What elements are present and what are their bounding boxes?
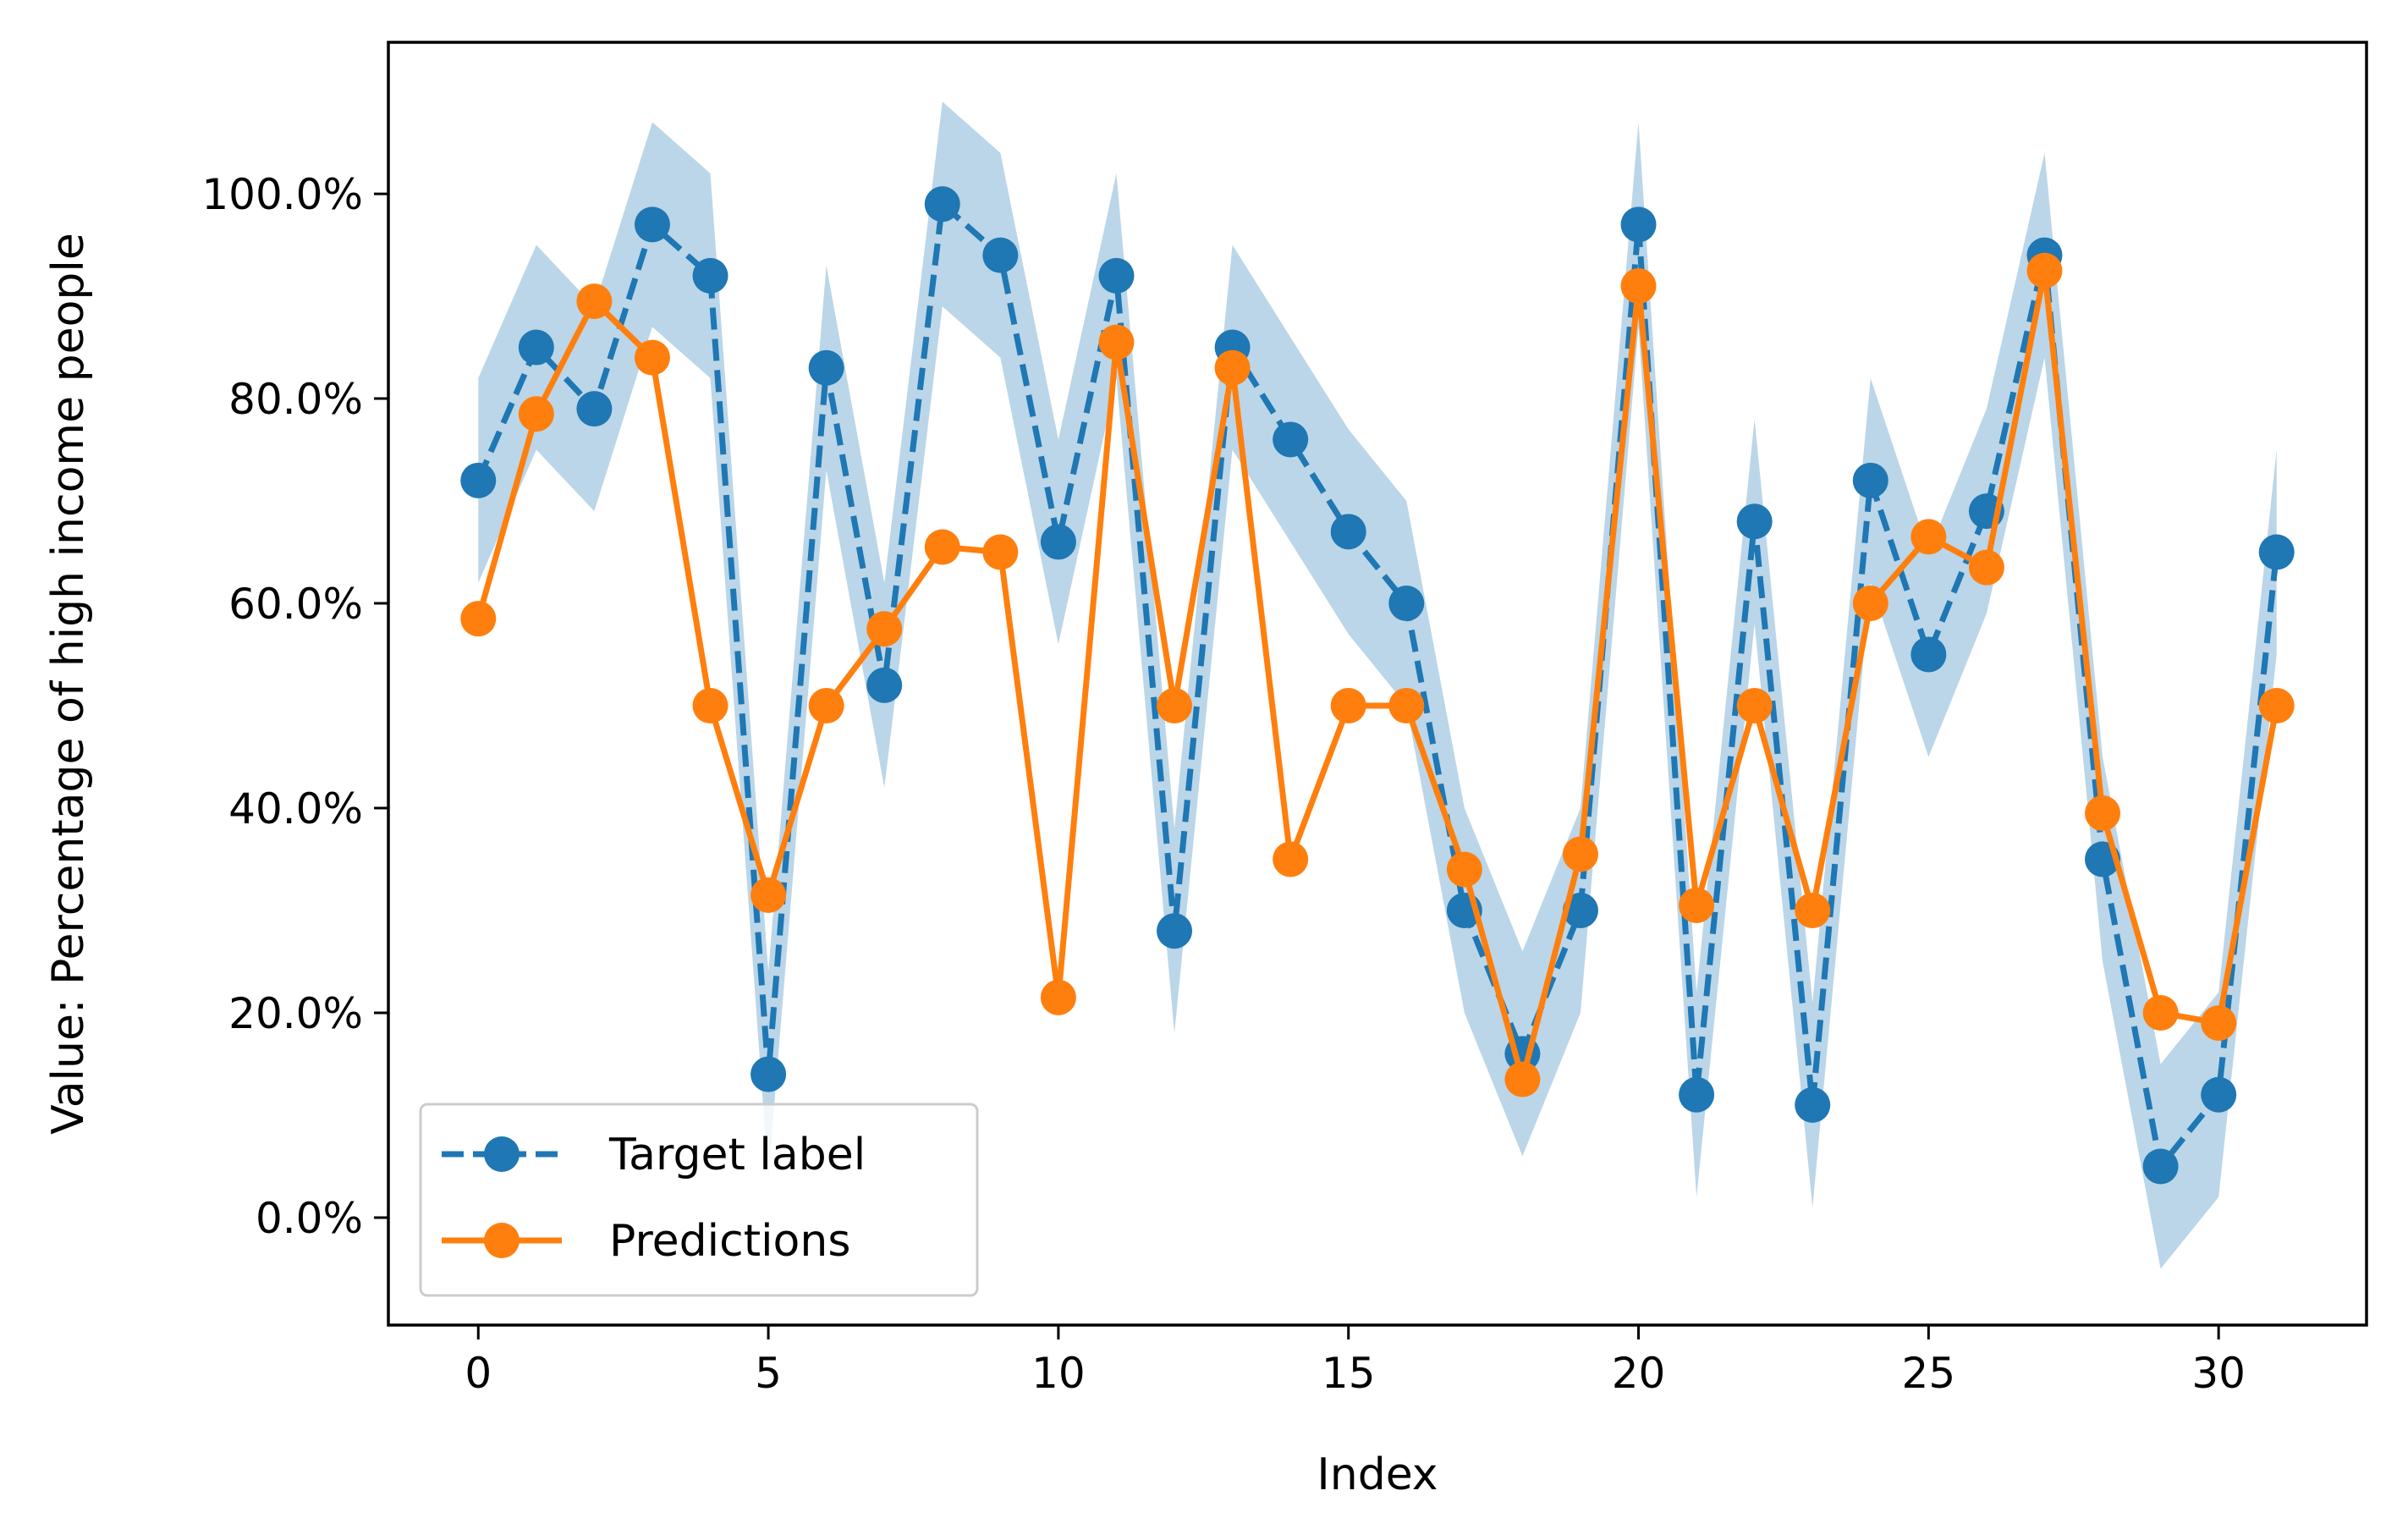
predictions-series-point bbox=[634, 339, 670, 376]
x-tick-label: 10 bbox=[1031, 1349, 1086, 1398]
predictions-series-point bbox=[1620, 267, 1657, 304]
predictions-series-point bbox=[2142, 994, 2179, 1031]
predictions-series-point bbox=[576, 283, 613, 320]
plot-area bbox=[460, 102, 2295, 1269]
target-series-point bbox=[1157, 913, 1193, 949]
target-series-line bbox=[476, 201, 2280, 1169]
predictions-series-point bbox=[2085, 795, 2121, 832]
predictions-series-point bbox=[982, 534, 1019, 570]
target-series-point bbox=[1330, 514, 1366, 550]
y-tick-label: 80.0% bbox=[228, 375, 363, 424]
plot-frame bbox=[387, 41, 2368, 1327]
predictions-series-point bbox=[1504, 1061, 1541, 1097]
target-series-point bbox=[1273, 421, 1309, 458]
predictions-series-point bbox=[460, 601, 497, 637]
target-series-point bbox=[1736, 503, 1773, 540]
predictions-series-point bbox=[1736, 688, 1773, 724]
predictions-series-point bbox=[750, 877, 787, 913]
y-tick-label: 60.0% bbox=[228, 580, 363, 629]
predictions-series-point bbox=[1388, 688, 1425, 724]
y-tick-label: 0.0% bbox=[256, 1194, 363, 1243]
legend-swatch-target-marker bbox=[484, 1136, 520, 1172]
target-series-point bbox=[808, 349, 844, 386]
target-series-point bbox=[982, 237, 1019, 273]
predictions-series-point bbox=[692, 688, 728, 724]
target-series-point bbox=[2142, 1148, 2179, 1185]
predictions-series-point bbox=[1040, 979, 1076, 1015]
predictions-series-point bbox=[1330, 688, 1366, 724]
target-series-point bbox=[634, 206, 670, 243]
legend-item-predictions: Predictions bbox=[442, 1216, 850, 1267]
target-series-point bbox=[924, 186, 960, 223]
predictions-series-point bbox=[1910, 519, 1947, 555]
predictions-series-point bbox=[1679, 887, 1715, 923]
x-tick-label: 30 bbox=[2191, 1349, 2246, 1398]
y-tick-label: 20.0% bbox=[228, 989, 363, 1038]
target-series-point bbox=[2258, 534, 2295, 570]
target-series-point bbox=[866, 667, 903, 703]
target-series-point bbox=[1795, 1086, 1831, 1123]
target-series-point bbox=[1679, 1076, 1715, 1113]
target-series-point bbox=[1098, 257, 1135, 294]
x-tick-label: 25 bbox=[1902, 1349, 1956, 1398]
target-series-point bbox=[1562, 892, 1598, 928]
target-series-point bbox=[1040, 524, 1076, 560]
predictions-series-point bbox=[924, 529, 960, 565]
target-series-point bbox=[692, 257, 728, 294]
predictions-series-point bbox=[866, 611, 903, 647]
x-axis-label: Index bbox=[1317, 1449, 1438, 1500]
predictions-series-point bbox=[2201, 1005, 2237, 1042]
predictions-series-point bbox=[808, 688, 844, 724]
x-tick-label: 15 bbox=[1322, 1349, 1376, 1398]
legend-label-predictions: Predictions bbox=[609, 1216, 850, 1267]
target-series-point bbox=[1852, 462, 1888, 498]
predictions-series-point bbox=[1098, 324, 1135, 360]
x-tick-label: 20 bbox=[1612, 1349, 1666, 1398]
predictions-series-point bbox=[1446, 851, 1482, 888]
target-series-point bbox=[518, 329, 554, 366]
x-tick-label: 5 bbox=[755, 1349, 782, 1398]
target-series-point bbox=[576, 391, 613, 427]
predictions-series-point bbox=[1968, 549, 2004, 586]
axes: 0 5 10 15 20 25 30 0.0% 20.0% 40.0% 60.0% 80.0% 100.… bbox=[201, 41, 2368, 1398]
legend-frame bbox=[419, 1103, 979, 1297]
target-series-point bbox=[1620, 206, 1657, 243]
predictions-series-point bbox=[1795, 892, 1831, 928]
y-tick-label: 100.0% bbox=[201, 170, 363, 219]
legend-item-target: Target label bbox=[442, 1130, 866, 1180]
y-tick-label: 40.0% bbox=[228, 784, 363, 833]
legend-swatch-predictions-marker bbox=[484, 1223, 520, 1258]
predictions-series-point bbox=[1562, 836, 1598, 872]
legend-label-target: Target label bbox=[608, 1130, 866, 1180]
legend: Target label Predictions bbox=[419, 1103, 979, 1297]
predictions-series-point bbox=[1852, 586, 1888, 622]
x-tick-label: 0 bbox=[465, 1349, 492, 1398]
target-series-point bbox=[460, 462, 497, 498]
predictions-series-point bbox=[1273, 841, 1309, 877]
target-series-point bbox=[1910, 636, 1947, 673]
predictions-series-point bbox=[1157, 688, 1193, 724]
predictions-series-point bbox=[2258, 688, 2295, 724]
target-series-point bbox=[2201, 1076, 2237, 1113]
predictions-series-point bbox=[1214, 349, 1251, 386]
target-series-point bbox=[750, 1056, 787, 1092]
y-axis-label: Value: Percentage of high income people bbox=[43, 233, 94, 1135]
target-series-point bbox=[1388, 586, 1425, 622]
predictions-series-point bbox=[518, 396, 554, 432]
predictions-series-point bbox=[2026, 252, 2063, 289]
